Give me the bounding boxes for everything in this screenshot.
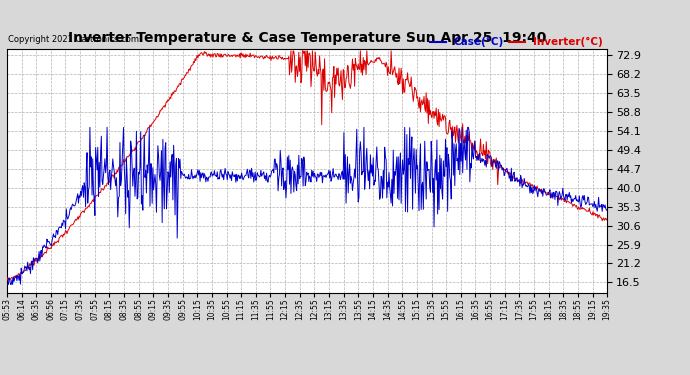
Title: Inverter Temperature & Case Temperature Sun Apr 25  19:40: Inverter Temperature & Case Temperature …: [68, 31, 546, 45]
Legend: Case(°C), Inverter(°C): Case(°C), Inverter(°C): [426, 33, 607, 51]
Text: Copyright 2021 Cartronics.com: Copyright 2021 Cartronics.com: [8, 35, 139, 44]
